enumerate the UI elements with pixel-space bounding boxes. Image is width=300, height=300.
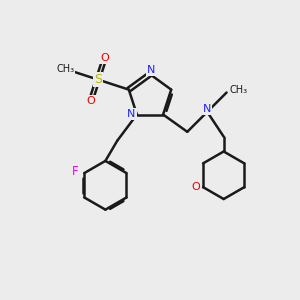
Text: S: S (94, 73, 102, 86)
Text: O: O (191, 182, 200, 192)
Text: O: O (86, 96, 95, 106)
Text: N: N (146, 65, 155, 75)
Text: F: F (72, 165, 79, 178)
Text: CH₃: CH₃ (56, 64, 74, 74)
Text: O: O (100, 53, 109, 63)
Text: N: N (203, 104, 212, 114)
Text: N: N (128, 109, 136, 119)
Text: CH₃: CH₃ (230, 85, 248, 94)
